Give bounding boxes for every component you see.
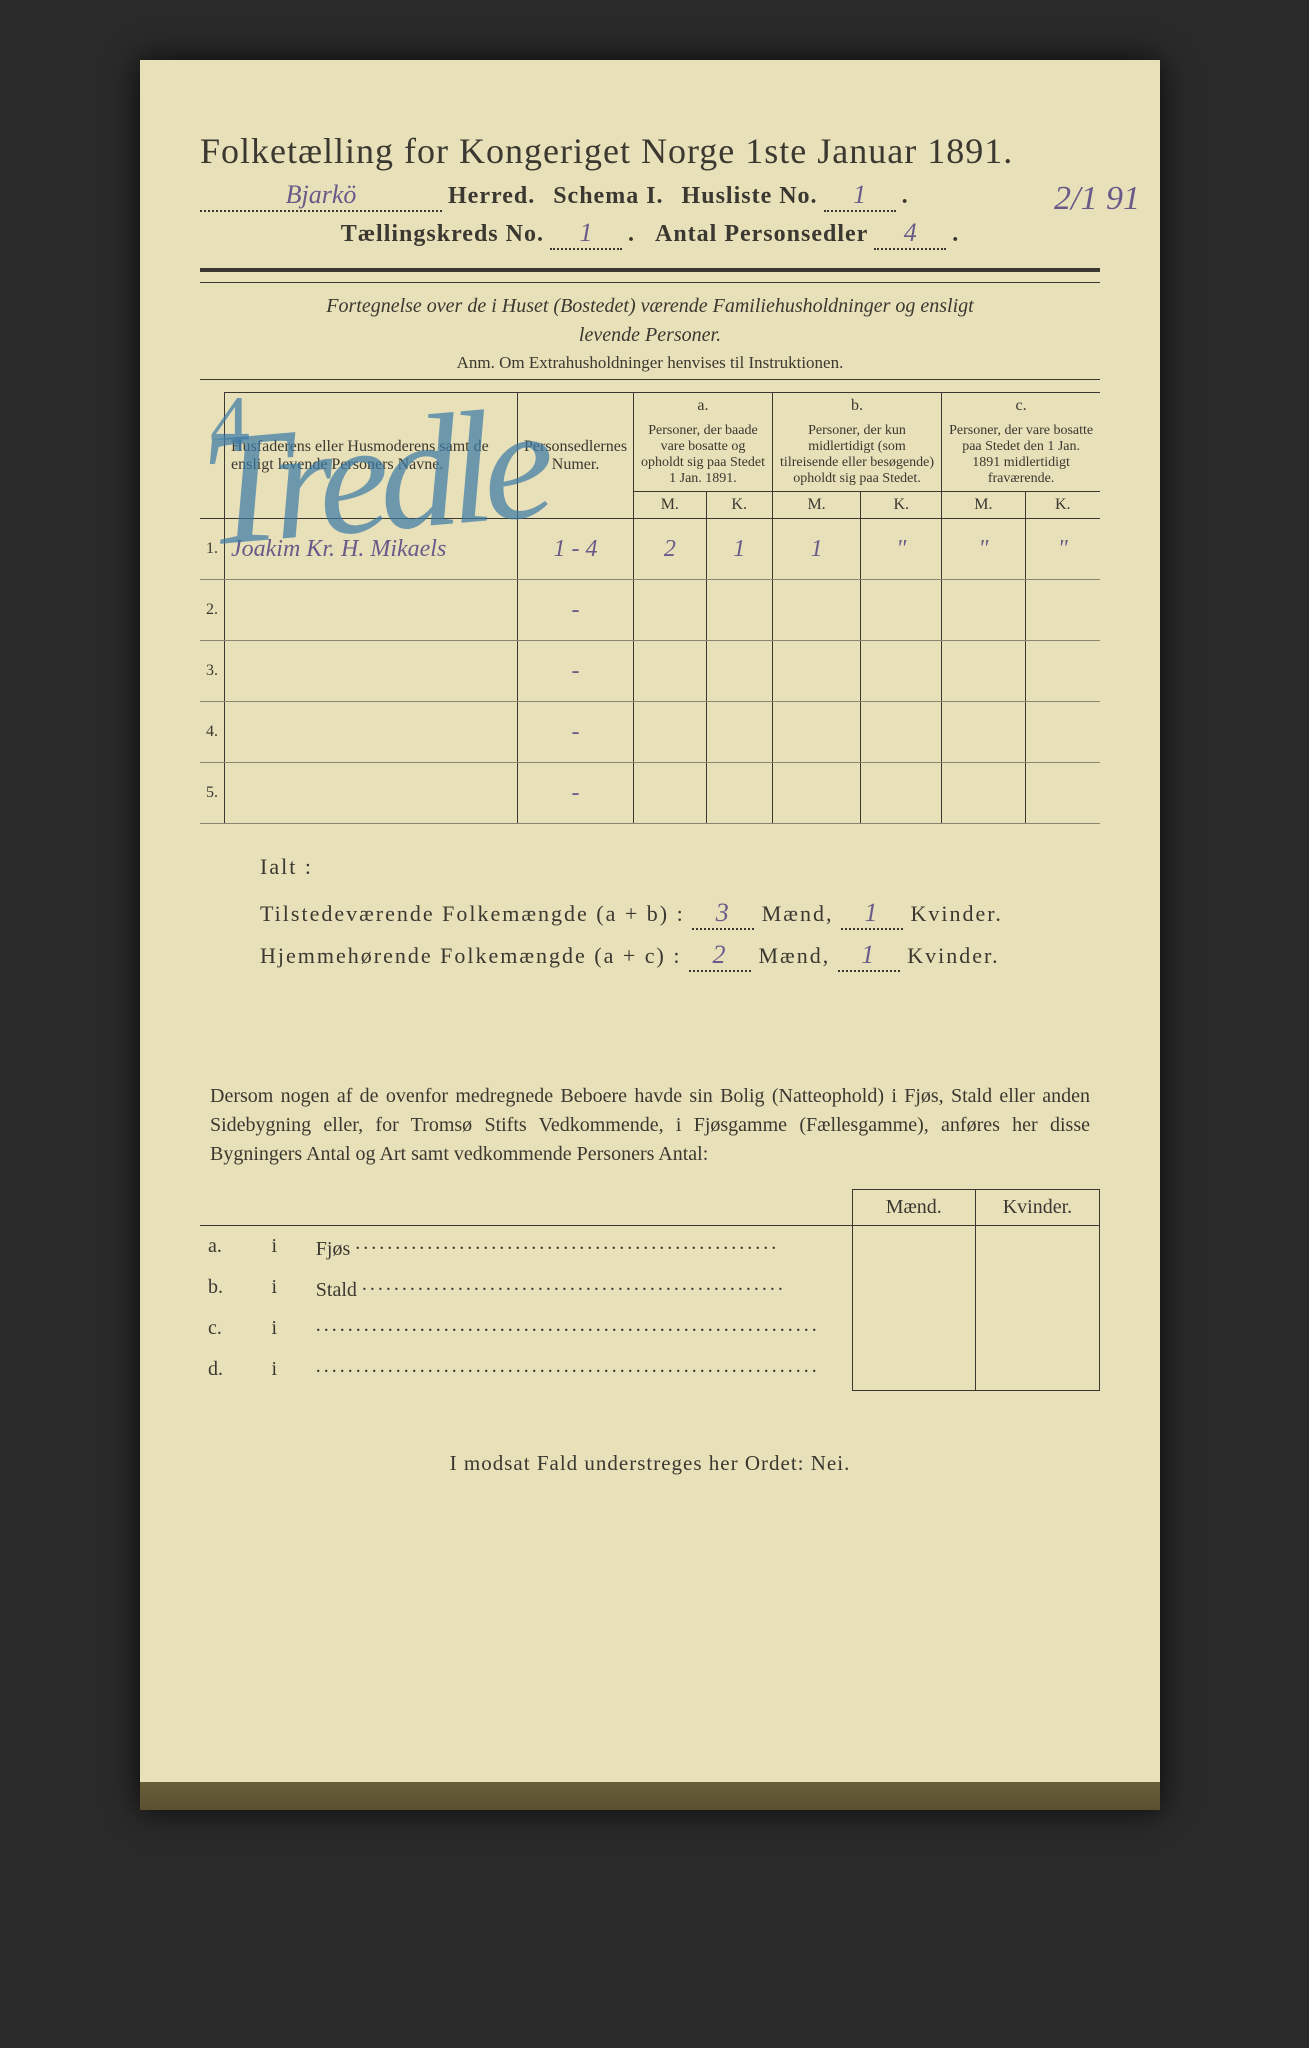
table-row: 2. - <box>200 580 1100 641</box>
buildings-k-header: Kvinder. <box>975 1190 1099 1226</box>
buildings-row: d. i <box>200 1349 1100 1390</box>
table-row: 1. Joakim Kr. H. Mikaels 1 - 4 2 1 1 " "… <box>200 519 1100 580</box>
husliste-label: Husliste No. <box>682 183 818 209</box>
th-c-k: K. <box>1025 492 1100 519</box>
caption-line-2: levende Personer. <box>200 324 1100 347</box>
totals-block: Ialt : Tilstedeværende Folkemængde (a + … <box>260 854 1100 972</box>
schema-label: Schema I. <box>553 183 663 209</box>
table-row: 4. - <box>200 702 1100 763</box>
herred-label: Herred. <box>448 183 535 209</box>
footer-line: I modsat Fald understreges her Ordet: Ne… <box>200 1451 1100 1476</box>
buildings-row: a. i Fjøs <box>200 1226 1100 1268</box>
th-a-m: M. <box>634 492 706 519</box>
th-b-label: b. <box>772 393 941 420</box>
resident-k: 1 <box>838 940 900 972</box>
table-row: 3. - <box>200 641 1100 702</box>
caption-anm: Anm. Om Extrahusholdninger henvises til … <box>200 353 1100 373</box>
census-document: Folketælling for Kongeriget Norge 1ste J… <box>140 60 1160 1810</box>
th-a-k: K. <box>706 492 772 519</box>
ialt-label: Ialt : <box>260 854 1100 880</box>
th-a-label: a. <box>634 393 773 420</box>
th-b: Personer, der kun midlertidigt (som tilr… <box>772 419 941 492</box>
buildings-table: Mænd. Kvinder. a. i Fjøs b. i Stald c. i <box>200 1189 1100 1391</box>
building-paragraph: Dersom nogen af de ovenfor medregnede Be… <box>210 1082 1090 1169</box>
paper-stain <box>140 1782 1160 1810</box>
th-b-m: M. <box>772 492 860 519</box>
resident-m: 2 <box>689 940 751 972</box>
th-c-label: c. <box>942 393 1100 420</box>
rule-thin <box>200 282 1100 283</box>
totals-row-present: Tilstedeværende Folkemængde (a + b) : 3 … <box>260 898 1100 930</box>
herred-value: Bjarkö <box>200 180 442 212</box>
th-c: Personer, der vare bosatte paa Stedet de… <box>942 419 1100 492</box>
kreds-label: Tællingskreds No. <box>341 221 544 247</box>
sedler-value: 4 <box>874 218 946 250</box>
header-row-1: Bjarkö Herred. Schema I. Husliste No. 1 … <box>200 180 1100 212</box>
present-k: 1 <box>841 898 903 930</box>
th-c-m: M. <box>942 492 1025 519</box>
totals-row-resident: Hjemmehørende Folkemængde (a + c) : 2 Mæ… <box>260 940 1100 972</box>
caption-line-1: Fortegnelse over de i Huset (Bostedet) v… <box>200 295 1100 318</box>
present-m: 3 <box>692 898 754 930</box>
husliste-value: 1 <box>824 180 896 212</box>
sedler-label: Antal Personsedler <box>655 221 868 247</box>
rule-thin-2 <box>200 379 1100 380</box>
census-table: Husfaderens eller Husmoderens samt de en… <box>200 392 1100 824</box>
margin-date-note: 2/1 91 <box>1054 180 1140 218</box>
rule-thick <box>200 268 1100 272</box>
th-a: Personer, der baade vare bosatte og opho… <box>634 419 773 492</box>
page-wrapper: Folketælling for Kongeriget Norge 1ste J… <box>0 0 1309 2048</box>
table-row: 5. - <box>200 763 1100 824</box>
buildings-m-header: Mænd. <box>852 1190 975 1226</box>
th-num: Personsedlernes Numer. <box>518 393 634 519</box>
buildings-row: c. i <box>200 1308 1100 1349</box>
th-b-k: K. <box>861 492 942 519</box>
document-title: Folketælling for Kongeriget Norge 1ste J… <box>200 130 1100 172</box>
buildings-row: b. i Stald <box>200 1267 1100 1308</box>
th-name: Husfaderens eller Husmoderens samt de en… <box>225 393 518 519</box>
kreds-value: 1 <box>550 218 622 250</box>
header-row-2: Tællingskreds No. 1 . Antal Personsedler… <box>200 218 1100 250</box>
